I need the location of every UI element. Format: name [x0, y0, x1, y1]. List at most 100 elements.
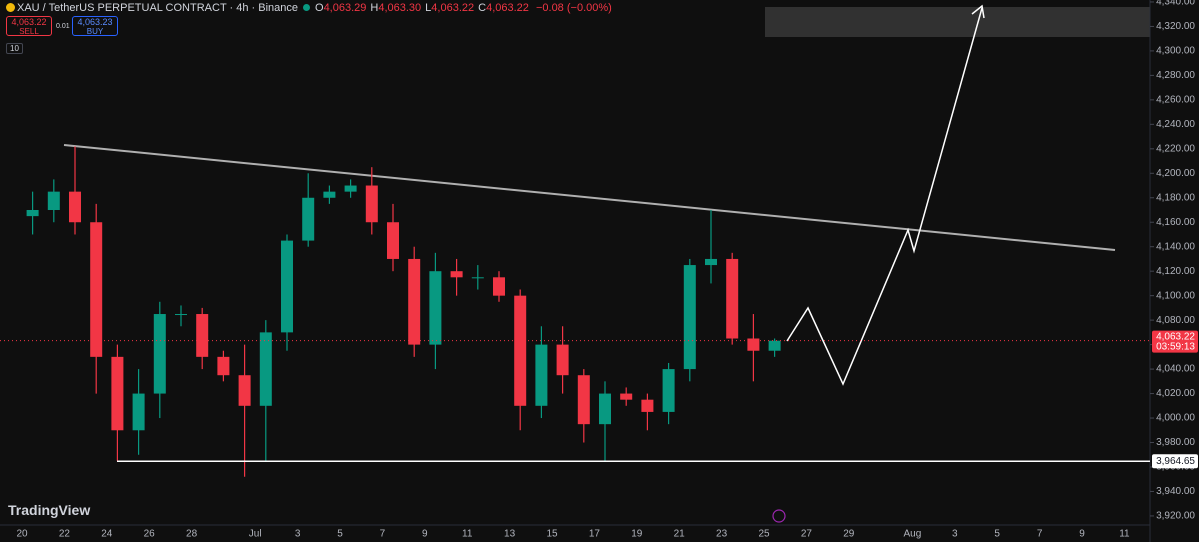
ohlc-value: 4,063.22	[431, 2, 475, 14]
ohlc-value: 4,063.29	[323, 2, 367, 14]
x-tick-label: 11	[1119, 529, 1130, 540]
candle-body	[387, 222, 399, 259]
x-tick-label: 7	[380, 529, 386, 540]
candle-body	[217, 356, 230, 376]
y-tick-label: 4,140.00	[1156, 241, 1195, 252]
x-tick-label: 24	[101, 529, 113, 540]
x-tick-label: 15	[546, 529, 558, 540]
x-tick-label: 7	[1037, 529, 1043, 540]
last-price-label: 4,063.22	[1156, 331, 1195, 342]
x-tick-label: Aug	[904, 529, 922, 540]
last-price-bg	[1152, 330, 1198, 353]
y-tick-label: 4,120.00	[1156, 266, 1195, 277]
candle-body	[365, 185, 378, 223]
x-tick-label: 17	[589, 529, 601, 540]
x-tick-label: 5	[994, 529, 1000, 540]
support-label: 3,964.65	[1156, 456, 1195, 467]
buy-label: BUY	[86, 27, 104, 36]
x-tick-label: 3	[952, 529, 958, 540]
candle-body	[259, 332, 272, 406]
sell-price: 4,063.22	[11, 17, 47, 27]
candle-body	[471, 277, 484, 279]
x-tick-label: 13	[504, 529, 516, 540]
candle-body	[683, 265, 696, 370]
y-tick-label: 3,940.00	[1156, 486, 1195, 497]
y-tick-label: 4,280.00	[1156, 70, 1195, 81]
y-tick-label: 4,100.00	[1156, 290, 1195, 301]
support-label-bg	[1152, 454, 1198, 469]
y-tick-label: 4,160.00	[1156, 217, 1195, 228]
buy-price: 4,063.23	[77, 17, 113, 27]
y-tick-label: 4,320.00	[1156, 21, 1195, 32]
x-tick-label: 19	[631, 529, 643, 540]
candle-body	[238, 375, 251, 406]
candle-body	[47, 191, 60, 210]
projection-path	[786, 7, 983, 386]
candle-body	[196, 314, 209, 357]
ohlc-key: H	[370, 2, 379, 14]
candle-body	[153, 314, 166, 394]
candle-body	[620, 393, 633, 400]
sell-button[interactable]: 4,063.22 SELL	[6, 16, 52, 36]
sell-label: SELL	[19, 27, 39, 36]
candle-body	[705, 258, 717, 266]
brand-logo: TradingView	[8, 502, 91, 518]
candle-body	[281, 240, 293, 333]
x-tick-label: Jul	[249, 529, 262, 540]
candle-body	[662, 369, 675, 412]
target-zone	[765, 7, 1150, 37]
candle-body	[514, 295, 527, 406]
ohlc-value: 4,063.22	[486, 2, 529, 14]
candle-body	[69, 191, 81, 223]
y-tick-label: 3,920.00	[1156, 511, 1195, 522]
candle-body	[344, 185, 357, 192]
candle-body	[323, 191, 336, 198]
candle-body	[641, 399, 654, 412]
ohlc: O4,063.29 H4,063.30 L4,063.22 C4,063.22	[315, 2, 533, 14]
y-tick-label: 4,020.00	[1156, 388, 1195, 399]
x-tick-label: 20	[16, 529, 28, 540]
y-tick-label: 3,980.00	[1156, 437, 1195, 448]
ohlc-key: C	[478, 2, 487, 14]
x-tick-label: 28	[186, 529, 198, 540]
countdown-label: 03:59:13	[1156, 341, 1195, 352]
x-tick-label: 29	[843, 529, 855, 540]
candle-body	[111, 356, 124, 431]
alert-icon[interactable]	[772, 509, 786, 523]
change: −0.08 (−0.00%)	[535, 2, 612, 14]
y-tick-label: 4,040.00	[1156, 364, 1195, 375]
x-tick-label: 21	[674, 529, 686, 540]
candle-body	[493, 277, 505, 296]
x-tick-label: 25	[758, 529, 770, 540]
candle-body	[768, 340, 781, 351]
candle-body	[747, 338, 760, 351]
candle-body	[408, 258, 421, 345]
y-tick-label: 4,340.00	[1156, 0, 1195, 8]
y-tick-label: 4,000.00	[1156, 413, 1195, 424]
quantity[interactable]: 10	[6, 43, 23, 54]
y-tick-label: 4,240.00	[1156, 119, 1195, 130]
candle-body	[577, 375, 590, 425]
candle-body	[556, 344, 569, 376]
ohlc-value: 4,063.30	[378, 2, 422, 14]
spread: 0.01	[56, 23, 70, 30]
x-tick-label: 23	[716, 529, 728, 540]
candle-body	[175, 314, 187, 316]
projection-arrow	[971, 4, 985, 19]
buy-button[interactable]: 4,063.23 BUY	[72, 16, 118, 36]
x-tick-label: 22	[59, 529, 71, 540]
y-tick-label: 4,220.00	[1156, 143, 1195, 154]
y-tick-label: 4,180.00	[1156, 192, 1195, 203]
candle-body	[450, 271, 463, 278]
y-tick-label: 4,080.00	[1156, 315, 1195, 326]
x-tick-label: 5	[337, 529, 343, 540]
candle-body	[535, 344, 548, 406]
y-tick-label: 4,300.00	[1156, 46, 1195, 57]
candle-body	[26, 210, 39, 217]
candle-body	[302, 197, 315, 241]
ohlc-key: O	[315, 2, 324, 14]
ohlc-key: L	[425, 2, 432, 14]
x-tick-label: 9	[1079, 529, 1085, 540]
